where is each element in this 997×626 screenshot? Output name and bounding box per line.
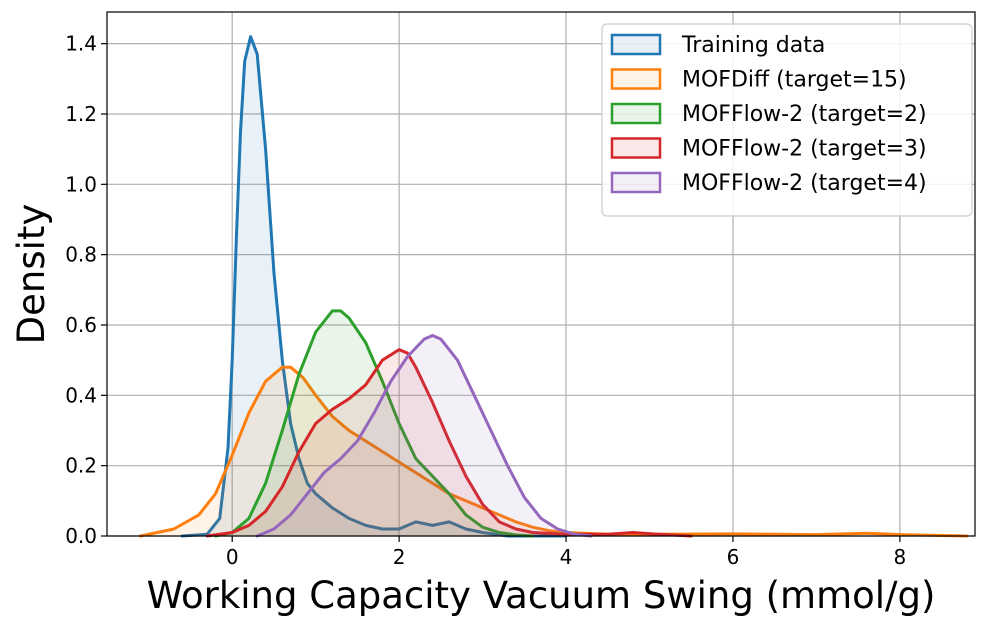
legend-box [601,23,973,217]
y-tick-label: 0.8 [65,243,97,267]
series-layer [138,35,969,538]
legend-label: MOFFlow-2 (target=3) [682,137,927,162]
series-area-2 [215,310,533,536]
x-tick-label: 6 [727,545,740,569]
series-line-2 [214,309,535,538]
x-tick-label: 0 [226,545,239,569]
legend-swatch [610,171,662,194]
plot-area-frame [106,11,976,537]
x-axis-label: Working Capacity Vacuum Swing (mmol/g) [147,574,936,617]
legend-swatch [610,137,662,159]
legend-label: MOFDiff (target=15) [682,68,907,93]
y-tick-label: 1.4 [65,32,97,56]
x-tick-label: 2 [393,545,406,569]
legend-label: MOFFlow-2 (target=2) [682,102,927,127]
axis-ticks: 0 2 4 6 8 0.0 0.2 0.4 0.6 0.8 1.0 1.2 1.4 [65,32,906,569]
series-line-1 [138,365,969,538]
series-area-1 [140,367,967,536]
series-line-4 [255,334,593,538]
y-tick-label: 1.2 [65,102,97,126]
legend-label: MOFFlow-2 (target=4) [682,171,927,196]
y-tick-label: 1.0 [65,172,97,196]
series-area-0 [182,36,566,536]
legend: Training data MOFDiff (target=15) MOFFlow-… [601,23,973,217]
series-line-3 [205,348,693,538]
y-tick-label: 0.4 [65,383,97,407]
legend-label: Training data [681,33,825,58]
x-tick-label: 8 [894,545,907,569]
y-tick-label: 0.2 [65,454,97,478]
series-line-0 [180,35,568,538]
legend-swatch [610,33,662,56]
y-axis-label: Density [10,204,53,345]
x-tick-label: 4 [560,545,573,569]
series-area-4 [257,335,592,536]
legend-swatch [610,68,662,90]
y-tick-label: 0.0 [65,524,97,548]
legend-swatch [610,102,662,125]
y-tick-label: 0.6 [65,313,97,337]
